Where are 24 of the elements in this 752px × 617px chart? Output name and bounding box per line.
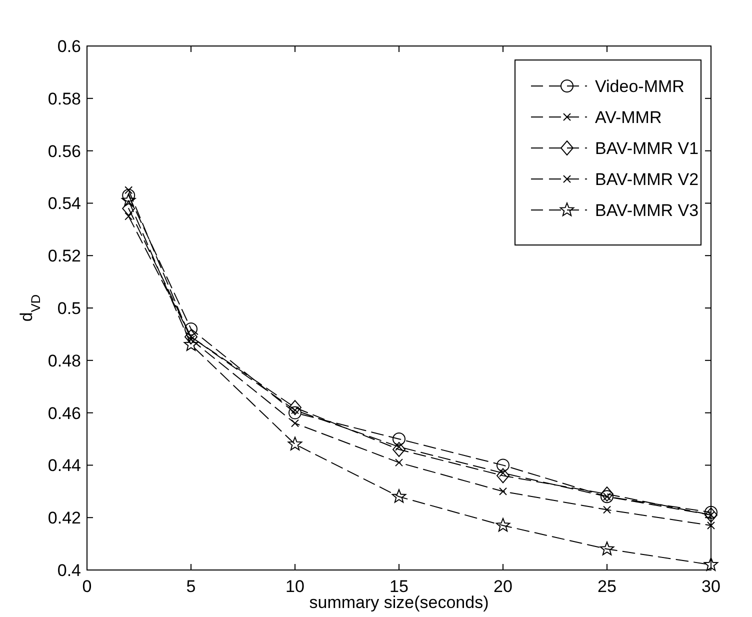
legend-label: AV-MMR (595, 108, 662, 127)
y-tick-label: 0.46 (48, 404, 81, 423)
x-tick-label: 10 (286, 577, 304, 596)
y-tick-label: 0.44 (48, 456, 81, 476)
y-tick-label: 0.4 (57, 561, 81, 580)
x-tick-label: 0 (82, 577, 92, 596)
y-tick-label: 0.5 (57, 299, 81, 318)
y-tick-label: 0.52 (48, 246, 81, 266)
y-tick-label: 0.6 (57, 37, 81, 56)
legend-label: BAV-MMR V2 (595, 170, 699, 189)
x-tick-label: 15 (390, 577, 408, 596)
y-tick-label: 0.42 (48, 508, 81, 528)
x-tick-label: 25 (598, 577, 616, 596)
y-tick-label: 0.58 (48, 89, 81, 108)
y-tick-label: 0.48 (48, 351, 81, 370)
x-tick-label: 20 (494, 577, 512, 596)
legend-label: BAV-MMR V1 (595, 139, 699, 158)
y-tick-label: 0.54 (48, 194, 81, 214)
x-tick-label: 30 (702, 577, 720, 596)
legend-label: BAV-MMR V3 (595, 201, 699, 220)
x-axis-title: summary size(seconds) (309, 593, 489, 612)
x-tick-label: 5 (186, 577, 196, 596)
y-tick-label: 0.56 (48, 142, 81, 161)
legend-label: Video-MMR (595, 77, 684, 96)
